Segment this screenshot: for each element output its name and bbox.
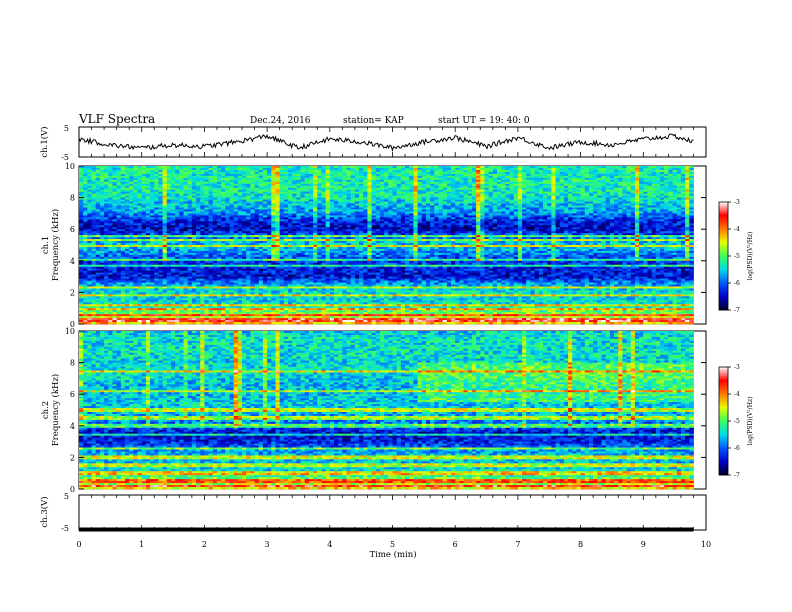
xtick-label: 10 [701, 540, 711, 549]
xtick-label: 3 [265, 540, 270, 549]
colorbar-tick-label: -4 [734, 226, 740, 233]
ch1-ytick-top: 5 [64, 124, 69, 133]
ch2-spectrogram-ylabel-freq: Frequency (kHz) [50, 374, 61, 446]
colorbar-tick-label: -7 [734, 307, 740, 314]
ch2-spectrogram-ylabel-channel: ch.2 [41, 401, 51, 419]
xtick-label: 0 [76, 540, 81, 549]
xtick-label: 2 [202, 540, 207, 549]
xtick-label: 6 [453, 540, 458, 549]
ch1-spectrogram-ylabel-freq: Frequency (kHz) [50, 209, 61, 281]
xtick-label: 8 [578, 540, 583, 549]
ch1-ytick-bottom: -5 [61, 153, 69, 162]
xtick-label: 5 [390, 540, 395, 549]
colorbar-tick-label: -5 [734, 253, 740, 260]
colorbar-tick-label: -6 [734, 280, 740, 287]
colorbar-tick-label: -3 [734, 199, 740, 206]
ch3-ytick-top: 5 [64, 492, 69, 501]
header-station: station= KAP [343, 116, 404, 126]
colorbar-tick-label: -5 [734, 418, 740, 425]
colorbar-label: log(PSD)(V²/Hz) [747, 232, 754, 281]
ch1-colorbar: -3 -4 -5 -6 -7 log(PSD)(V²/Hz) [719, 199, 754, 314]
colorbar-tick-label: -4 [734, 391, 740, 398]
header-start-time: start UT = 19: 40: 0 [438, 116, 530, 126]
xtick-label: 1 [139, 540, 144, 549]
ch1-ylabel: ch.1(V) [39, 126, 50, 157]
xtick-label: 9 [641, 540, 646, 549]
ch3-waveform-panel: ch.3(V) 5 -5 [39, 492, 706, 533]
figure-title: VLF Spectra [78, 112, 155, 126]
ch3-waveform-frame [79, 495, 706, 530]
ch3-ylabel: ch.3(V) [39, 496, 50, 527]
xtick-label: 7 [515, 540, 520, 549]
ch3-ytick-bottom: -5 [61, 524, 69, 533]
ch1-waveform-line [79, 134, 694, 150]
colorbar-tick-label: -7 [734, 472, 740, 479]
colorbar-label: log(PSD)(V²/Hz) [747, 397, 754, 446]
ch1-spectrogram-ylabel-channel: ch.1 [41, 236, 51, 254]
header-date: Dec.24, 2016 [250, 116, 311, 126]
ch2-colorbar: -3 -4 -5 -6 -7 log(PSD)(V²/Hz) [719, 364, 754, 479]
xtick-label: 4 [327, 540, 332, 549]
colorbar-tick-label: -3 [734, 364, 740, 371]
colorbar-tick-label: -6 [734, 445, 740, 452]
ch1-spectrogram-cells [79, 166, 694, 324]
x-axis-label: Time (min) [369, 549, 416, 560]
